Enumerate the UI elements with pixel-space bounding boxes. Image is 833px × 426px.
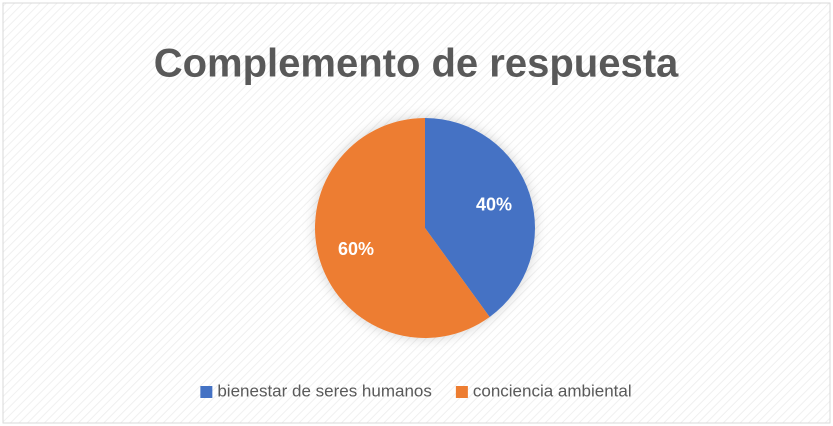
pie [315, 118, 535, 338]
data-label: 40% [476, 194, 512, 214]
legend-label: bienestar de seres humanos [217, 381, 432, 400]
legend-label: conciencia ambiental [473, 381, 632, 400]
data-label: 60% [338, 239, 374, 259]
legend-swatch [200, 386, 213, 398]
legend-swatch [455, 386, 468, 398]
pie-slice [315, 118, 490, 338]
pie-slice [425, 118, 535, 317]
chart-title: Complemento de respuesta [154, 42, 679, 86]
